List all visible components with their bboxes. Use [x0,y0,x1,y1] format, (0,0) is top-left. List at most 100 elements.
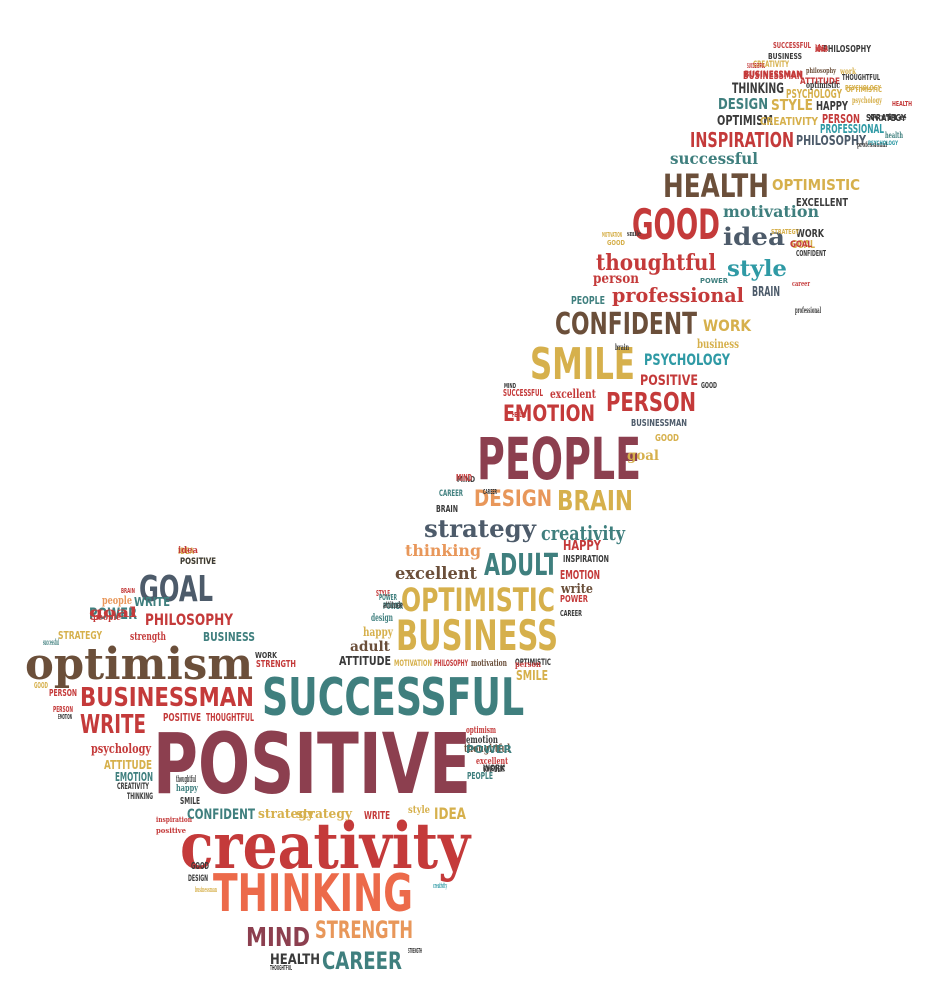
cloud-word: MIND [504,382,517,390]
cloud-word: DESIGN [188,874,208,884]
cloud-word: PSYCHOLOGY [786,87,842,101]
cloud-word: goal [627,448,659,464]
cloud-word: health [885,130,903,140]
cloud-word: creativity [180,809,471,884]
cloud-word: HEALTH [512,411,527,419]
cloud-word: POSITIVE [640,373,699,389]
cloud-word: PERSON [49,688,78,699]
cloud-word: professional [612,283,744,307]
cloud-word: WORK [703,316,752,335]
cloud-word: strength [130,630,166,643]
cloud-word: MIND [457,475,475,484]
cloud-word: positive [156,826,186,835]
cloud-word: CAREER [322,947,402,975]
cloud-word: PERSON [53,705,73,714]
cloud-word: CAREER [560,609,582,618]
cloud-word: BUSINESSMAN [80,683,254,713]
cloud-word: optimistic [806,81,840,91]
cloud-word: INSPIRATION [563,554,609,565]
cloud-word: BUSINESS [396,611,559,660]
cloud-word: happy [363,625,393,639]
cloud-word: GOOD [655,433,679,444]
cloud-word: PSYCHOLOGY [845,84,881,92]
cloud-word: POSITIVE [153,715,472,813]
cloud-word: person [593,271,639,287]
cloud-word: POWER [700,277,728,285]
cloud-word: STRATEGY [771,228,800,236]
cloud-word: style [408,805,431,816]
cloud-word: work [840,66,857,76]
cloud-word: HEALTH [892,100,913,108]
cloud-word: people [93,613,122,623]
cloud-word: GOOD [607,239,626,247]
cloud-word: GOOD [191,861,209,872]
cloud-word: person [515,659,542,669]
cloud-word: BRAIN [752,285,781,300]
cloud-word: CONFIDENT [796,249,826,258]
cloud-word: thoughtful [464,742,511,755]
cloud-word: SUCCESSFUL [773,41,812,50]
cloud-word: strategy [424,514,536,543]
cloud-word: successful [43,637,59,647]
cloud-word: STRENGTH [408,947,422,955]
cloud-word: WORK [255,651,277,660]
cloud-word: PERSON [606,388,697,418]
cloud-word: PHILOSOPHY [434,659,468,669]
cloud-word: excellent [550,387,596,401]
cloud-word: MIND [456,473,472,484]
cloud-word: inspiration [156,815,193,824]
cloud-word: PEOPLE [467,771,494,782]
cloud-word: CAREER [439,489,463,499]
cloud-word: idea [723,222,785,251]
cloud-word: SUCCESSFUL [503,388,544,399]
cloud-word: THINKING [127,792,153,802]
cloud-word: THINKING [732,81,784,97]
cloud-word: motivation [723,202,820,221]
cloud-word: excellent [476,757,508,767]
cloud-word: style [727,256,787,282]
cloud-word: OPTIMISTIC [846,86,883,94]
cloud-word: POSITIVE [163,711,202,724]
cloud-word: IDEA [816,44,829,53]
cloud-word: SUCCESSFUL [262,668,525,728]
cloud-word: STYLE [771,96,813,114]
cloud-word: psychology [852,95,882,105]
cloud-word: smile [627,229,642,238]
cloud-word: STRENGTH [256,659,297,670]
cloud-word: WRITE [364,809,391,822]
cloud-word: optimism [25,639,254,690]
cloud-word: PHILOSOPHY [796,134,867,149]
cloud-word: POSITIVE [180,557,216,567]
cloud-word: SMILE [180,796,201,807]
cloud-word: career [792,279,810,288]
cloud-word: GOAL [791,238,815,251]
cloud-word: creativity [433,881,448,890]
cloud-word: STRATEGY [58,629,103,642]
cloud-word: design [371,613,394,624]
cloud-word: BRAIN [557,484,633,517]
cloud-word: SMILE [516,669,548,684]
cloud-word: WRITE [80,710,146,740]
cloud-word: HEALTH [270,952,320,968]
cloud-word: ADULT [484,548,559,583]
cloud-word: HAPPY [563,539,602,554]
cloud-word: CONFIDENT [187,807,255,823]
cloud-word: emotion [466,735,499,746]
cloud-word: strategy [258,807,315,822]
cloud-word: WORK [796,227,825,240]
cloud-word: thoughtful [596,250,717,276]
cloud-word: PERSON [822,112,860,126]
cloud-word: BUSINESSMAN [744,70,803,80]
cloud-word: CREATIVITY [753,60,789,70]
cloud-word: EMOTION [560,568,601,582]
cloud-word: idea [178,546,199,556]
cloud-word: EMOTION [503,402,596,427]
cloud-word: OPTIMISM [717,114,773,129]
cloud-word: businessman [195,885,218,894]
cloud-word: PHILOSOPHY [145,610,234,629]
cloud-word: write [869,112,908,122]
cloud-word: motivation [471,659,507,669]
cloud-word: thinking [405,541,482,560]
cloud-word: WRITE [134,595,171,609]
